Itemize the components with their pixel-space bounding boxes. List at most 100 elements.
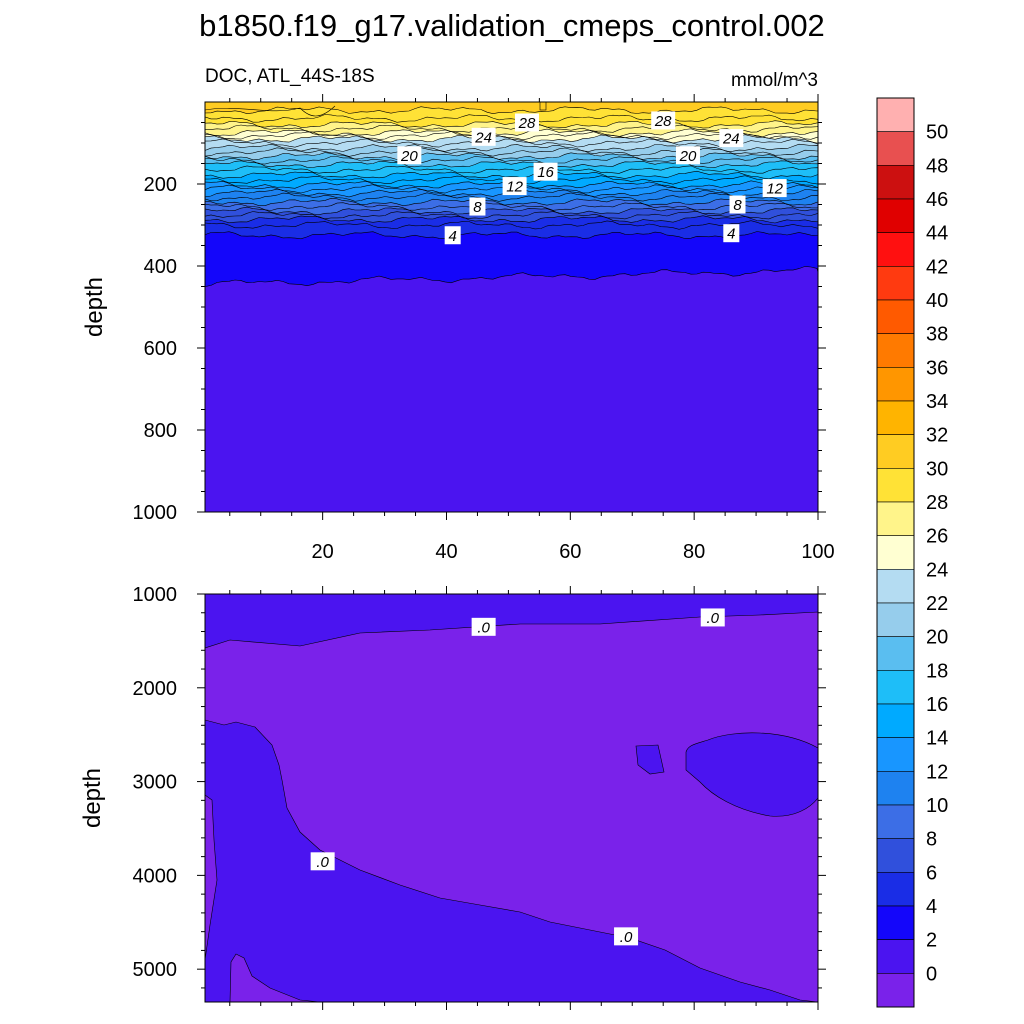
contour-line-9 xyxy=(205,202,818,211)
upper-line-label-4-box xyxy=(397,146,422,165)
contour-line-22 xyxy=(205,143,818,152)
upper-line-label-2-box xyxy=(471,127,496,146)
lower-ytick-label-2000: 2000 xyxy=(133,678,178,700)
upper-left-label: DOC, ATL_44S-18S xyxy=(205,66,375,87)
lower-line-label-1-box xyxy=(700,608,725,627)
upper-line-label-4: 20 xyxy=(397,146,422,165)
upper-line-label-5-text: 20 xyxy=(679,148,697,165)
colorbar-swatch-25 xyxy=(876,939,915,974)
upper-line-label-2: 24 xyxy=(471,127,496,146)
colorbar-label-10: 10 xyxy=(926,795,948,817)
lower-line-label-2: .0 xyxy=(310,852,335,871)
colorbar-swatch-0 xyxy=(876,97,915,132)
lower-line-label-0-text: .0 xyxy=(477,619,490,636)
upper-ytick-label-200: 200 xyxy=(144,174,177,196)
upper-xtick-label-100: 100 xyxy=(801,541,834,563)
contour-line-16 xyxy=(205,170,818,180)
colorbar-label-30: 30 xyxy=(926,458,948,480)
contour-line-17 xyxy=(205,165,818,174)
upper-line-label-7: 12 xyxy=(502,177,527,196)
upper-line-label-9-box xyxy=(469,197,486,216)
colorbar-label-48: 48 xyxy=(926,155,948,177)
colorbar-label-16: 16 xyxy=(926,694,948,716)
contour-line-30 xyxy=(205,106,818,115)
colorbar-swatch-19 xyxy=(876,737,915,772)
colorbar: 5048464442403836343230282624222018161412… xyxy=(876,97,948,1008)
lower-ytick-label-4000: 4000 xyxy=(133,865,178,887)
colorbar-label-0: 0 xyxy=(926,963,937,985)
lower-line-label-0: .0 xyxy=(471,617,496,636)
contour-line-18 xyxy=(205,160,818,168)
lower-y-axis-label: depth xyxy=(79,768,106,828)
upper-line-label-12: 4 xyxy=(723,224,740,243)
upper-line-label-12-text: 4 xyxy=(727,226,735,243)
colorbar-label-26: 26 xyxy=(926,526,948,548)
upper-line-label-9-text: 8 xyxy=(473,199,482,216)
upper-xtick-label-40: 40 xyxy=(435,541,457,563)
upper-line-label-8: 12 xyxy=(762,179,787,198)
colorbar-swatch-15 xyxy=(876,602,915,637)
upper-line-label-5-box xyxy=(675,146,700,165)
lower-line-label-3-text: .0 xyxy=(620,929,633,946)
colorbar-swatch-6 xyxy=(876,299,915,334)
colorbar-label-34: 34 xyxy=(926,391,948,413)
upper-line-label-1-text: 28 xyxy=(654,113,672,130)
colorbar-swatch-21 xyxy=(876,804,915,839)
colorbar-swatch-1 xyxy=(876,131,915,166)
upper-line-label-8-box xyxy=(762,179,787,198)
colorbar-label-42: 42 xyxy=(926,256,948,278)
colorbar-swatch-14 xyxy=(876,569,915,604)
colorbar-swatch-20 xyxy=(876,771,915,806)
upper-line-label-3-text: 24 xyxy=(722,131,740,148)
lower-line-label-3: .0 xyxy=(614,927,639,946)
colorbar-swatch-17 xyxy=(876,670,915,705)
contour-line-28 xyxy=(205,120,818,129)
colorbar-swatch-24 xyxy=(876,905,915,940)
upper-line-label-1-box xyxy=(651,111,676,130)
upper-line-label-2-text: 24 xyxy=(474,129,492,146)
contour-line-29 xyxy=(205,114,818,123)
upper-line-label-1: 28 xyxy=(651,111,676,130)
surface-contour-patch xyxy=(539,102,547,111)
upper-ytick-label-800: 800 xyxy=(144,420,177,442)
colorbar-swatch-18 xyxy=(876,703,915,738)
units-label: mmol/m^3 xyxy=(731,70,818,91)
colorbar-swatch-23 xyxy=(876,872,915,907)
colorbar-label-24: 24 xyxy=(926,559,948,581)
colorbar-label-4: 4 xyxy=(926,896,937,918)
colorbar-label-32: 32 xyxy=(926,425,948,447)
upper-y-axis-label: depth xyxy=(81,277,108,337)
upper-line-label-7-text: 12 xyxy=(506,179,523,196)
colorbar-swatch-7 xyxy=(876,333,915,368)
lower-contour-fills xyxy=(205,594,818,1002)
colorbar-swatch-4 xyxy=(876,232,915,267)
lower-line-label-3-box xyxy=(614,927,639,946)
colorbar-swatch-5 xyxy=(876,266,915,301)
colorbar-label-12: 12 xyxy=(926,761,948,783)
colorbar-swatch-16 xyxy=(876,636,915,671)
colorbar-swatch-22 xyxy=(876,838,915,873)
colorbar-swatch-2 xyxy=(876,165,915,200)
colorbar-label-40: 40 xyxy=(926,290,948,312)
colorbar-label-2: 2 xyxy=(926,930,937,952)
lower-ytick-label-1000: 1000 xyxy=(133,584,178,606)
upper-line-label-10-box xyxy=(729,195,746,214)
upper-line-label-11-box xyxy=(444,226,461,245)
upper-axis-ticks: 200 400 600 800 1000 20 40 60 80 100 xyxy=(133,94,835,563)
colorbar-swatch-3 xyxy=(876,198,915,233)
upper-line-label-6-box xyxy=(533,162,558,181)
upper-line-label-3-box xyxy=(719,129,744,148)
upper-line-label-3: 24 xyxy=(719,129,744,148)
lower-line-label-2-text: .0 xyxy=(316,854,329,871)
upper-line-label-10-text: 8 xyxy=(733,197,742,214)
lower-blue-patch xyxy=(635,744,665,775)
upper-line-label-0-text: 28 xyxy=(518,115,536,132)
upper-line-label-0-box xyxy=(514,113,539,132)
colorbar-label-8: 8 xyxy=(926,829,937,851)
upper-line-label-11-text: 4 xyxy=(449,228,457,245)
contour-line-21 xyxy=(205,147,818,157)
colorbar-label-20: 20 xyxy=(926,627,948,649)
upper-line-label-10: 8 xyxy=(729,195,746,214)
colorbar-swatch-8 xyxy=(876,367,915,402)
